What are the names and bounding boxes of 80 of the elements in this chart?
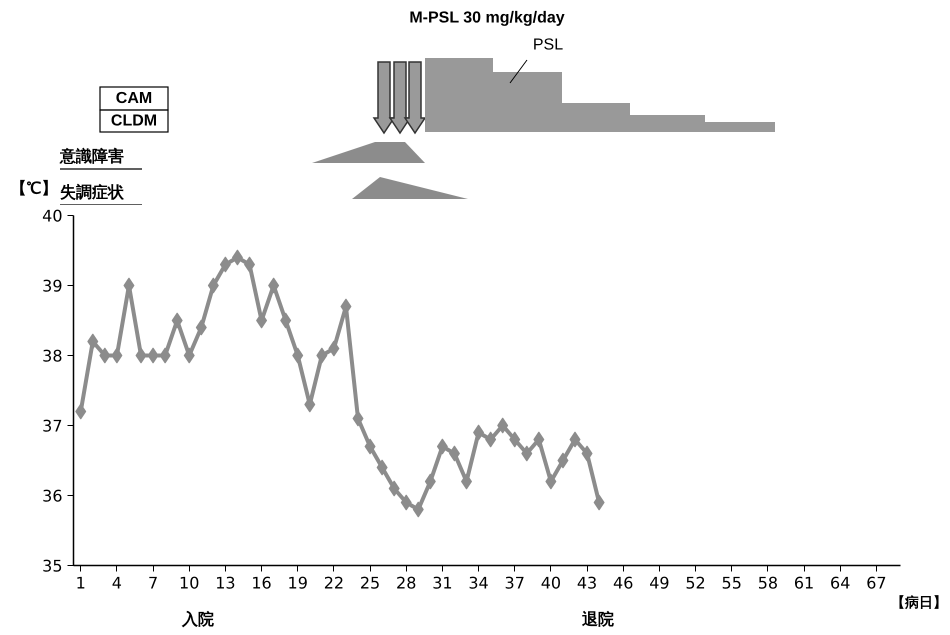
y-tick-label: 40 [42, 206, 62, 226]
point [485, 432, 496, 448]
x-tick-label: 34 [468, 574, 489, 592]
x-tick-label: 16 [251, 574, 272, 592]
point [448, 446, 460, 462]
x-tick-label: 19 [288, 574, 308, 592]
point [280, 312, 292, 328]
x-tick-label: 64 [830, 574, 850, 592]
point [545, 474, 556, 490]
x-tick-label: 40 [540, 574, 562, 592]
point [570, 432, 581, 448]
point [533, 432, 544, 448]
point [521, 446, 532, 462]
x-tick-label: 31 [432, 574, 453, 592]
text: CAM [116, 90, 152, 107]
x-tick-label: 13 [215, 574, 236, 592]
x-tick-label: 52 [685, 574, 706, 592]
point [136, 348, 147, 364]
point [400, 494, 412, 510]
text: 意識障害 [59, 146, 124, 166]
point [196, 320, 207, 336]
text: CLDM [110, 112, 158, 130]
point [75, 404, 86, 420]
x-tick-label: 25 [360, 574, 380, 592]
point [412, 502, 424, 518]
text: 失調症状 [60, 184, 125, 202]
text: M-PSL 30 mg/kg/day [409, 10, 565, 26]
x-tick-label: 43 [576, 574, 598, 592]
x-tick-label: 55 [722, 574, 742, 592]
x-tick-label: 28 [396, 574, 416, 592]
y-axis-title: 【℃】 [10, 180, 58, 198]
point [497, 418, 508, 434]
point [473, 424, 484, 440]
point [268, 278, 280, 294]
point [292, 348, 304, 364]
text: PSL [532, 36, 564, 54]
point [148, 348, 159, 364]
point [220, 256, 231, 272]
point [172, 312, 183, 328]
point [388, 480, 400, 496]
point [352, 410, 364, 426]
y-tick-label: 38 [42, 346, 62, 366]
point [160, 348, 171, 364]
point [184, 348, 195, 364]
point [87, 334, 98, 350]
text: 入院 [181, 610, 214, 628]
x-tick-label: 58 [758, 574, 778, 592]
point [424, 474, 436, 490]
point [111, 348, 122, 364]
y-tick-label: 36 [42, 486, 62, 506]
x-tick-label: 67 [866, 574, 887, 592]
x-tick-label: 4 [112, 574, 122, 592]
point [582, 446, 593, 462]
x-tick-label: 7 [148, 574, 158, 592]
point [461, 474, 472, 490]
point [99, 348, 110, 364]
point [208, 278, 219, 294]
x-tick-label: 1 [76, 574, 86, 592]
point [316, 348, 328, 364]
x-tick-label: 46 [613, 574, 634, 592]
point [364, 438, 376, 454]
point [232, 250, 243, 266]
point [594, 494, 605, 510]
x-axis-title: 【病日】 [891, 594, 947, 610]
point [436, 438, 448, 454]
x-tick-label: 22 [324, 574, 344, 592]
x-tick-label: 37 [504, 574, 525, 592]
point [256, 312, 268, 328]
point [557, 452, 568, 468]
y-tick-label: 37 [42, 416, 62, 436]
point [244, 256, 256, 272]
y-tick-label: 35 [42, 556, 62, 576]
y-tick-label: 39 [42, 276, 62, 296]
x-tick-label: 61 [794, 574, 814, 592]
point [509, 432, 520, 448]
x-tick-label: 49 [649, 574, 670, 592]
text: 退院 [581, 610, 614, 628]
point [328, 340, 340, 356]
x-tick-label: 10 [179, 574, 200, 592]
point [376, 460, 388, 476]
